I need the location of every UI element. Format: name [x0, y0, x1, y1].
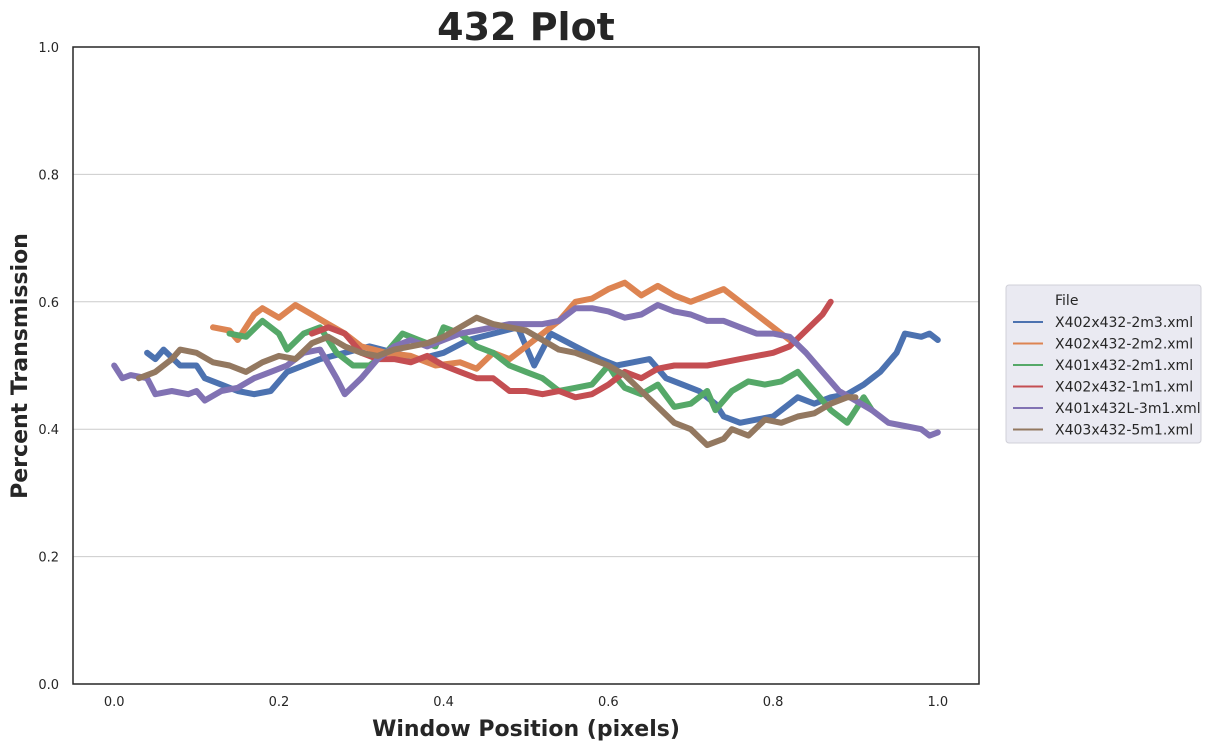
legend-entry: X401x432L-3m1.xml — [1055, 401, 1201, 417]
y-axis-label: Percent Transmission — [8, 233, 33, 499]
x-axis-ticks: 0.0 0.2 0.4 0.6 0.8 1.0 — [104, 695, 948, 710]
y-tick-label: 0.2 — [38, 551, 59, 566]
legend-entry: X402x432-1m1.xml — [1055, 380, 1193, 396]
legend-entry: X403x432-5m1.xml — [1055, 423, 1193, 439]
x-tick-label: 1.0 — [927, 695, 948, 710]
chart-title: 432 Plot — [437, 5, 615, 49]
y-tick-label: 0.4 — [38, 423, 59, 438]
series-line-6 — [135, 314, 859, 449]
legend-entry: X402x432-2m2.xml — [1055, 337, 1193, 353]
legend-title: File — [1055, 293, 1078, 309]
x-axis-label: Window Position (pixels) — [372, 717, 680, 742]
x-tick-label: 0.6 — [598, 695, 619, 710]
legend: File X402x432-2m3.xmlX402x432-2m2.xmlX40… — [1005, 284, 1202, 444]
series-line-4 — [308, 298, 834, 401]
y-tick-label: 0.8 — [38, 168, 59, 183]
legend-items: X402x432-2m3.xml X402x432-2m2.xml X401x432… — [1013, 315, 1201, 439]
x-tick-label: 0.8 — [763, 695, 784, 710]
y-tick-label: 0.0 — [38, 678, 59, 693]
legend-entry: X402x432-2m3.xml — [1055, 315, 1193, 331]
y-axis-ticks: 0.0 0.2 0.4 0.6 0.8 1.0 — [38, 41, 59, 693]
series-line-5 — [111, 302, 941, 439]
y-tick-label: 0.6 — [38, 296, 59, 311]
plot-frame — [72, 46, 980, 685]
x-tick-label: 0.2 — [269, 695, 290, 710]
grid — [73, 173, 979, 558]
legend-box — [1005, 284, 1202, 444]
legend-entry: X401x432-2m1.xml — [1055, 358, 1193, 374]
x-tick-label: 0.0 — [104, 695, 125, 710]
series-group — [111, 279, 941, 449]
x-tick-label: 0.4 — [433, 695, 454, 710]
y-tick-label: 1.0 — [38, 41, 59, 56]
series-line-1 — [144, 324, 941, 426]
series-line-2 — [210, 279, 793, 372]
